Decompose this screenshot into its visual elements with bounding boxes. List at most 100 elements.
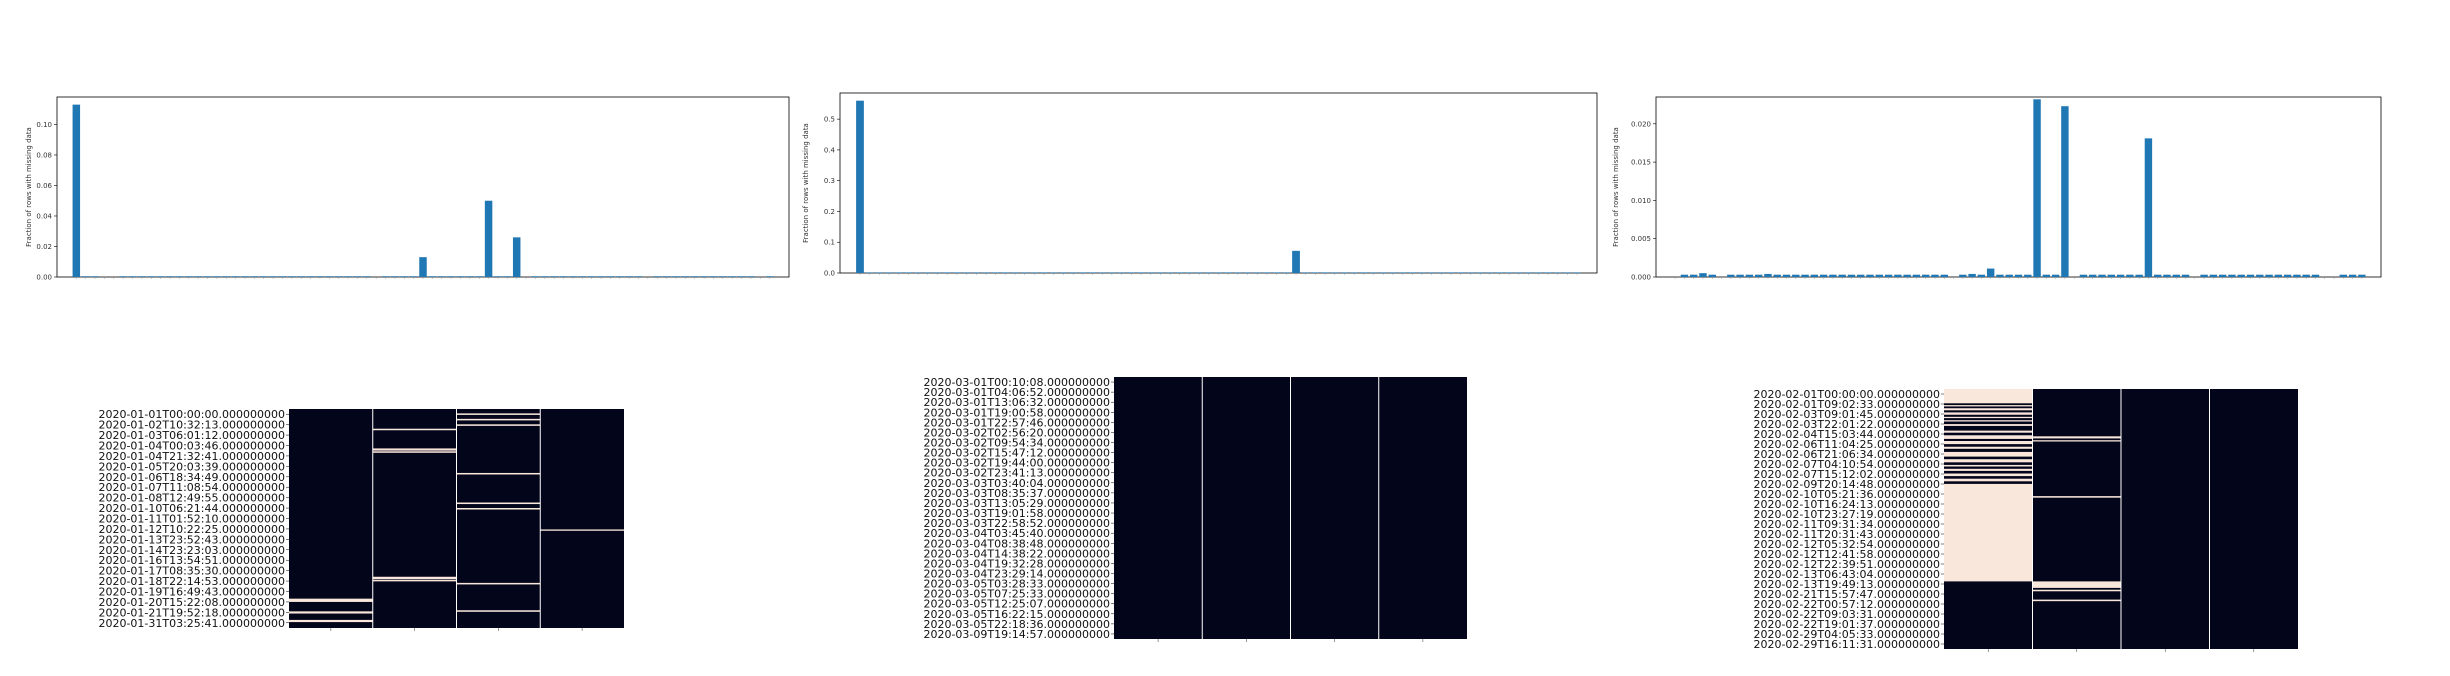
bar: [1088, 272, 1097, 273]
bar: [1524, 272, 1533, 273]
axes-frame: [839, 92, 1598, 274]
missing-band: [1944, 451, 2033, 457]
bar: [344, 276, 352, 277]
bar: [2348, 274, 2357, 277]
missing-band: [456, 610, 541, 612]
bar: [569, 276, 577, 277]
y-axis-label: Fraction of rows with missing data: [1612, 127, 1620, 247]
bar: [1156, 272, 1165, 273]
bar: [1485, 272, 1494, 273]
bar: [1857, 274, 1865, 277]
bar: [1940, 274, 1948, 277]
row-label: 2020-03-02T19:44:00.000000000: [923, 457, 1110, 470]
bar: [166, 276, 174, 277]
y-tick-label: 0.3: [824, 177, 835, 185]
bar: [709, 276, 718, 277]
row-label: 2020-02-11T20:31:43.000000000: [1753, 528, 1940, 541]
missing-band: [289, 619, 373, 623]
axes-frame: [56, 96, 790, 278]
bar: [2172, 274, 2180, 277]
bar: [2005, 274, 2013, 277]
row-label: 2020-03-05T12:25:07.000000000: [923, 598, 1110, 611]
bar: [2042, 274, 2051, 277]
bar: [1030, 272, 1039, 273]
row-label: 2020-01-11T01:52:10.000000000: [98, 513, 285, 526]
row-label: 2020-02-13T06:43:04.000000000: [1753, 568, 1940, 581]
bar: [1708, 274, 1716, 277]
bar: [231, 276, 240, 277]
bar: [128, 276, 137, 277]
bar: [616, 276, 624, 277]
missing-band: [1944, 408, 2033, 411]
missing-band: [1944, 446, 2033, 449]
bar: [1699, 273, 1707, 277]
missing-band: [1944, 478, 2033, 482]
row-label: 2020-01-04T21:32:41.000000000: [98, 450, 285, 463]
bar: [2116, 274, 2125, 277]
bar: [1243, 272, 1252, 273]
bar: [2209, 274, 2218, 277]
row-label: 2020-01-17T08:35:30.000000000: [98, 565, 285, 578]
y-tick-label: 0.0: [824, 270, 835, 278]
bar: [503, 276, 512, 277]
bar: [2153, 274, 2162, 277]
bar: [653, 276, 661, 277]
row-label: 2020-01-20T15:22:08.000000000: [98, 596, 285, 609]
missing-band: [372, 428, 457, 431]
bar: [2302, 274, 2310, 277]
missing-band: [289, 611, 373, 614]
bar: [1968, 273, 1976, 277]
bar: [1829, 274, 1837, 277]
bar: [1195, 272, 1203, 273]
row-label: 2020-01-16T13:54:51.000000000: [98, 554, 285, 567]
row-label: 2020-01-03T06:01:12.000000000: [98, 429, 285, 442]
bar: [1534, 272, 1543, 273]
bar: [203, 276, 212, 277]
row-label: 2020-01-01T00:00:00.000000000: [98, 408, 285, 421]
bar: [147, 276, 156, 277]
row-label: 2020-03-05T22:18:36.000000000: [923, 618, 1110, 631]
row-label: 2020-01-12T10:22:25.000000000: [98, 523, 285, 536]
bar: [381, 276, 390, 277]
row-label: 2020-03-01T13:06:32.000000000: [923, 396, 1110, 409]
bar: [2126, 274, 2134, 277]
missing-data-heatmap-left: 2020-01-01T00:00:00.0000000002020-01-02T…: [98, 408, 624, 631]
bar: [1272, 272, 1281, 273]
bar: [1011, 272, 1019, 273]
bar: [933, 272, 942, 273]
bar: [991, 272, 1000, 273]
bar: [1263, 272, 1271, 273]
bar: [1563, 272, 1572, 273]
bar: [1515, 272, 1523, 273]
bar: [1986, 268, 1995, 277]
y-tick-label: 0.2: [824, 208, 835, 216]
bar: [1059, 272, 1068, 273]
y-axis-label: Fraction of rows with missing data: [802, 123, 810, 243]
bar: [559, 276, 568, 277]
row-label: 2020-02-13T19:49:13.000000000: [1753, 578, 1940, 591]
missing-band: [540, 529, 624, 531]
missing-band: [456, 507, 541, 510]
bar: [1398, 272, 1407, 273]
bar: [213, 276, 221, 277]
bar: [1866, 274, 1874, 277]
missing-band: [1944, 416, 2033, 419]
bar: [1369, 272, 1378, 273]
y-tick-label: 0.1: [824, 239, 835, 247]
y-tick-label: 0.020: [1631, 120, 1651, 128]
bar: [634, 276, 643, 277]
bar: [1553, 272, 1562, 273]
missing-data-heatmap-right: 2020-02-01T00:00:00.0000000002020-02-01T…: [1753, 388, 2298, 652]
bar: [72, 104, 81, 277]
row-label: 2020-03-04T19:32:28.000000000: [923, 557, 1110, 570]
bar: [2283, 274, 2292, 277]
y-tick-label: 0.04: [36, 212, 52, 220]
row-label: 2020-03-03T19:01:58.000000000: [923, 507, 1110, 520]
bar: [1792, 274, 1800, 277]
missing-band: [1944, 424, 2033, 426]
bar: [894, 272, 903, 273]
bar: [1117, 272, 1126, 273]
bar: [512, 237, 521, 277]
bar: [2181, 274, 2190, 277]
bar: [1921, 274, 1930, 277]
